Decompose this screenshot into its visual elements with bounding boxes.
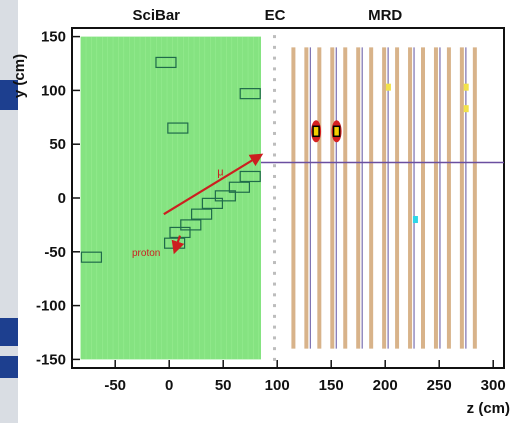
ec-module [273, 196, 276, 200]
ec-module [273, 78, 276, 82]
mrd-hit [332, 125, 341, 138]
scibar-hit-box [201, 197, 223, 209]
mrd-plane [330, 47, 335, 349]
ec-module [273, 336, 276, 340]
y-tick-label: -150 [36, 351, 66, 368]
mrd-plane [291, 47, 296, 349]
ec-module [273, 228, 276, 232]
x-tick-label: -50 [104, 377, 126, 394]
mrd-plane [408, 47, 413, 349]
ec-module [273, 56, 276, 60]
muon-track-label: μ [217, 167, 223, 179]
y-tick-label: 50 [49, 136, 66, 153]
ec-module [273, 218, 276, 222]
x-tick-label: 300 [481, 377, 506, 394]
ec-module [273, 88, 276, 92]
mrd-hits [311, 83, 469, 224]
ec-module [273, 207, 276, 211]
detector-regions [80, 35, 276, 361]
y-tick-label: -50 [44, 244, 66, 261]
mrd-plane [421, 47, 425, 349]
left-margin-accent-2 [0, 318, 18, 346]
x-tick-label: 50 [215, 377, 232, 394]
ec-module [273, 67, 276, 71]
mrd-plane [433, 47, 438, 349]
y-tick-label: 0 [58, 190, 66, 207]
scibar-hit-box [191, 208, 213, 220]
scibar-hit-box [228, 181, 250, 193]
mrd-plane [446, 47, 451, 349]
ec-module [273, 261, 276, 265]
x-axis: -50 0 50 100 150 200 250 300 [104, 360, 506, 394]
y-axis-label: y (cm) [11, 54, 28, 98]
mrd-plane [395, 47, 400, 349]
x-tick-label: 200 [373, 377, 398, 394]
scibar-hit-box [239, 170, 261, 183]
mrd-planes [291, 47, 477, 349]
mrd-plane [304, 47, 309, 349]
mrd-hit [463, 105, 469, 113]
region-labels: SciBar EC MRD [132, 7, 402, 24]
left-margin-accent-3 [0, 356, 18, 378]
mrd-plane [472, 47, 477, 349]
mrd-plane [369, 47, 374, 349]
ec-module [273, 314, 276, 318]
region-label-scibar: SciBar [132, 7, 180, 24]
x-tick-label: 0 [165, 377, 173, 394]
mrd-hit [412, 216, 418, 224]
ec-module [273, 131, 276, 135]
y-tick-label: -100 [36, 298, 66, 315]
scibar-hit-box [239, 88, 261, 100]
ec-module [273, 271, 276, 275]
ec-module [273, 347, 276, 351]
ec-module [273, 164, 276, 168]
ec-module [273, 293, 276, 297]
ec-module [273, 304, 276, 308]
mrd-hit [463, 83, 469, 91]
ec-module [273, 45, 276, 49]
ec-module [273, 121, 276, 125]
region-label-mrd: MRD [368, 7, 402, 24]
scibar-hit-box [167, 122, 189, 134]
ec-module [273, 110, 276, 114]
x-axis-label: z (cm) [467, 400, 510, 417]
y-axis: 150 100 50 0 -50 -100 -150 [36, 29, 80, 368]
ec-module [273, 357, 276, 361]
x-tick-label: 100 [265, 377, 290, 394]
ec-module [273, 99, 276, 103]
mrd-plane [343, 47, 348, 349]
ec-module [273, 185, 276, 189]
region-scibar [80, 36, 261, 360]
region-label-ec: EC [265, 7, 286, 24]
ec-module [273, 250, 276, 254]
ec-module [273, 142, 276, 146]
ec-module [273, 153, 276, 157]
ec-module [273, 325, 276, 329]
y-tick-label: 100 [41, 82, 66, 99]
left-margin-accent-1 [0, 80, 18, 110]
ec-module [273, 239, 276, 243]
ec-module [273, 35, 276, 39]
proton-track [171, 235, 185, 255]
mrd-plane [356, 47, 361, 349]
ec-module [273, 282, 276, 286]
mrd-plane [459, 47, 464, 349]
mrd-plane [317, 47, 322, 349]
scibar-hit-box [80, 251, 103, 263]
tracks: μ proton [132, 153, 264, 259]
muon-track [163, 153, 264, 216]
scibar-hit-box [155, 56, 177, 69]
ec-module [273, 174, 276, 178]
plot-area: μ proton SciBar EC MRD [71, 7, 505, 369]
x-tick-label: 150 [319, 377, 344, 394]
scibar-hit-box [214, 190, 236, 202]
mrd-plane [382, 47, 387, 349]
proton-track-label: proton [132, 248, 160, 259]
x-tick-label: 250 [427, 377, 452, 394]
scibar-hit-box [180, 219, 202, 231]
mrd-hit [385, 83, 391, 91]
y-tick-label: 150 [41, 29, 66, 46]
mrd-hit [312, 125, 320, 138]
